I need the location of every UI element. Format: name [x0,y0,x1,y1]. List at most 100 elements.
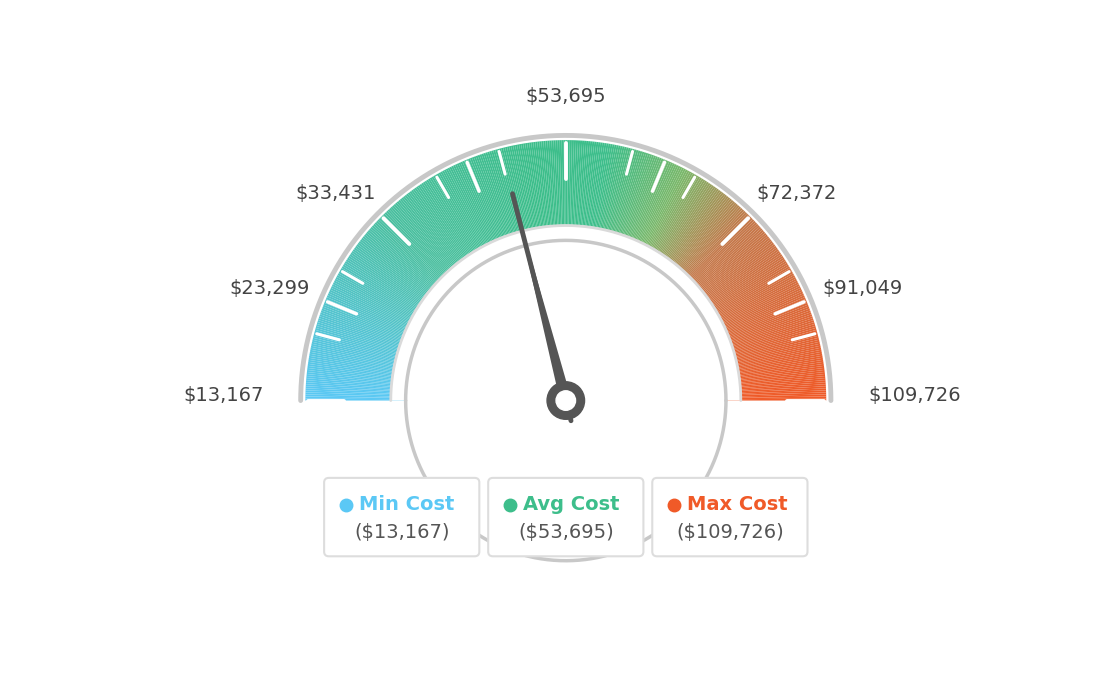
Wedge shape [437,173,487,260]
Wedge shape [662,193,724,272]
Wedge shape [725,364,824,379]
Wedge shape [636,166,680,255]
Wedge shape [319,314,413,348]
Wedge shape [311,342,408,365]
Wedge shape [684,224,758,292]
Wedge shape [614,152,645,246]
FancyBboxPatch shape [488,478,644,556]
Wedge shape [306,376,405,386]
Wedge shape [341,268,427,319]
Wedge shape [331,286,421,331]
Wedge shape [655,183,711,266]
Wedge shape [679,215,750,286]
Wedge shape [723,344,820,366]
Wedge shape [728,395,826,398]
Wedge shape [333,280,423,327]
Wedge shape [724,348,821,369]
Wedge shape [349,254,433,310]
Wedge shape [493,150,522,246]
Wedge shape [701,259,786,314]
Circle shape [548,382,584,420]
Wedge shape [710,284,799,330]
Wedge shape [715,301,807,340]
Wedge shape [312,339,408,364]
Wedge shape [596,145,617,242]
Wedge shape [652,181,707,265]
Wedge shape [728,397,826,400]
Text: ($13,167): ($13,167) [354,523,449,542]
Wedge shape [453,165,497,255]
Wedge shape [350,253,433,310]
Wedge shape [659,188,718,269]
Wedge shape [386,210,455,284]
Wedge shape [341,266,427,318]
Wedge shape [466,159,506,251]
Wedge shape [495,149,523,245]
Wedge shape [527,143,543,241]
Wedge shape [577,141,586,239]
Wedge shape [342,264,428,317]
Wedge shape [725,366,825,380]
Wedge shape [326,297,417,337]
Wedge shape [711,288,802,332]
Circle shape [556,391,575,411]
Wedge shape [668,199,732,276]
Wedge shape [582,141,594,240]
Wedge shape [382,215,453,286]
Wedge shape [314,332,410,359]
Wedge shape [393,204,460,279]
Wedge shape [361,237,439,301]
Wedge shape [321,310,414,346]
Wedge shape [514,145,535,242]
Wedge shape [718,313,811,347]
Wedge shape [523,144,541,241]
Wedge shape [661,191,722,271]
Wedge shape [487,152,518,246]
Wedge shape [548,141,555,239]
Wedge shape [538,141,550,240]
Wedge shape [322,306,415,344]
Wedge shape [535,141,548,240]
Wedge shape [681,218,753,288]
Wedge shape [306,378,405,388]
Text: $13,167: $13,167 [183,386,264,405]
Wedge shape [682,219,754,289]
Wedge shape [688,230,764,296]
Wedge shape [426,179,480,264]
Wedge shape [726,368,825,382]
Wedge shape [317,322,412,353]
Text: $53,695: $53,695 [526,87,606,106]
Wedge shape [651,179,705,264]
Wedge shape [505,147,529,244]
Wedge shape [391,206,458,281]
Wedge shape [603,147,627,244]
Wedge shape [645,173,694,260]
Wedge shape [677,212,747,284]
Wedge shape [368,230,444,296]
Wedge shape [421,183,477,266]
Wedge shape [682,221,755,290]
Wedge shape [396,201,461,278]
Wedge shape [591,144,608,241]
Wedge shape [724,352,822,371]
Wedge shape [519,144,538,242]
Wedge shape [425,181,479,265]
Wedge shape [395,202,461,279]
Wedge shape [358,242,437,304]
Wedge shape [402,197,465,275]
Wedge shape [604,147,628,244]
Wedge shape [617,153,650,248]
Wedge shape [698,249,779,308]
Wedge shape [722,334,818,360]
Wedge shape [374,222,448,291]
Wedge shape [307,368,405,382]
Wedge shape [715,303,808,341]
Wedge shape [713,295,805,337]
Wedge shape [710,282,799,328]
Wedge shape [692,239,772,302]
Wedge shape [404,195,467,274]
Wedge shape [526,143,542,241]
Wedge shape [337,275,424,324]
Wedge shape [435,175,486,261]
Wedge shape [555,140,561,239]
